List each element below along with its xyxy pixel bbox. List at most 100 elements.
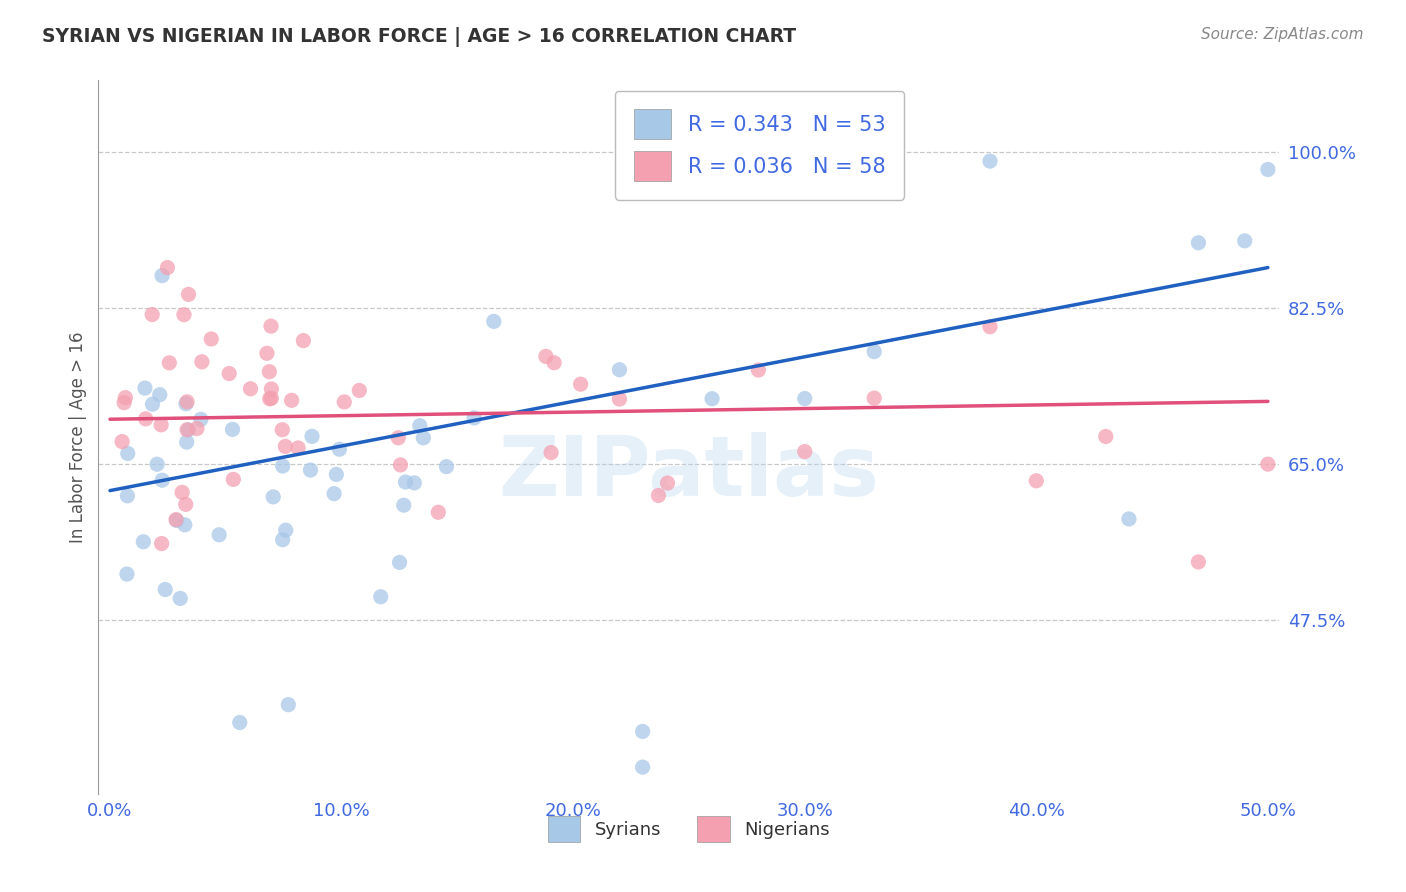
Point xyxy=(141,308,163,322)
Point xyxy=(177,287,200,301)
Point xyxy=(657,476,679,491)
Point xyxy=(208,528,231,542)
Point xyxy=(150,536,173,550)
Point xyxy=(700,392,723,406)
Point xyxy=(146,457,169,471)
Point xyxy=(174,397,197,411)
Point xyxy=(115,567,138,582)
Point xyxy=(112,395,135,409)
Point xyxy=(349,384,371,398)
Point xyxy=(280,393,302,408)
Text: Source: ZipAtlas.com: Source: ZipAtlas.com xyxy=(1201,27,1364,42)
Point xyxy=(863,344,886,359)
Point xyxy=(1257,457,1279,471)
Point xyxy=(150,268,173,283)
Point xyxy=(389,458,412,472)
Point xyxy=(793,392,815,406)
Point xyxy=(287,441,309,455)
Point xyxy=(176,423,198,437)
Point xyxy=(200,332,222,346)
Point xyxy=(1094,429,1116,443)
Point xyxy=(323,486,346,500)
Point xyxy=(631,145,654,159)
Point xyxy=(979,319,1001,334)
Point xyxy=(256,346,278,360)
Point xyxy=(155,582,177,597)
Text: ZIPatlas: ZIPatlas xyxy=(499,433,879,513)
Point xyxy=(114,391,136,405)
Point xyxy=(482,314,505,328)
Point xyxy=(173,308,195,322)
Point xyxy=(394,475,416,489)
Point xyxy=(132,534,155,549)
Point xyxy=(190,412,212,426)
Point xyxy=(172,485,194,500)
Point xyxy=(609,392,631,406)
Point xyxy=(301,429,323,443)
Point xyxy=(747,363,769,377)
Point xyxy=(370,590,392,604)
Point xyxy=(218,367,240,381)
Point xyxy=(404,475,426,490)
Point xyxy=(260,382,283,396)
Point xyxy=(134,381,156,395)
Point xyxy=(221,422,243,436)
Point xyxy=(166,513,188,527)
Y-axis label: In Labor Force | Age > 16: In Labor Force | Age > 16 xyxy=(69,331,87,543)
Point xyxy=(239,382,262,396)
Point xyxy=(260,391,283,405)
Point xyxy=(174,497,197,511)
Point xyxy=(299,463,322,477)
Point xyxy=(271,423,294,437)
Point xyxy=(609,363,631,377)
Point xyxy=(222,472,245,486)
Point xyxy=(325,467,347,482)
Point xyxy=(191,355,214,369)
Point xyxy=(277,698,299,712)
Point xyxy=(412,431,434,445)
Point xyxy=(631,760,654,774)
Point xyxy=(387,431,409,445)
Point xyxy=(262,490,284,504)
Point xyxy=(647,488,669,502)
Point xyxy=(150,417,173,432)
Point xyxy=(176,394,198,409)
Point xyxy=(271,533,294,547)
Point xyxy=(979,154,1001,169)
Point xyxy=(793,444,815,458)
Point xyxy=(1233,234,1256,248)
Point xyxy=(540,445,562,459)
Point xyxy=(328,442,350,457)
Point xyxy=(271,458,294,473)
Point xyxy=(135,412,157,426)
Point xyxy=(1118,512,1140,526)
Point xyxy=(149,387,172,401)
Point xyxy=(111,434,134,449)
Point xyxy=(274,523,297,537)
Point xyxy=(169,591,191,606)
Point xyxy=(186,421,208,435)
Point xyxy=(229,715,252,730)
Point xyxy=(141,397,163,411)
Point xyxy=(177,423,200,437)
Point xyxy=(150,473,173,487)
Point xyxy=(569,377,592,392)
Point xyxy=(260,319,283,334)
Point xyxy=(176,435,198,450)
Point xyxy=(1025,474,1047,488)
Point xyxy=(388,556,411,570)
Point xyxy=(543,356,565,370)
Point xyxy=(173,517,195,532)
Point xyxy=(863,391,886,405)
Point xyxy=(436,459,458,474)
Text: SYRIAN VS NIGERIAN IN LABOR FORCE | AGE > 16 CORRELATION CHART: SYRIAN VS NIGERIAN IN LABOR FORCE | AGE … xyxy=(42,27,796,46)
Point xyxy=(1187,555,1209,569)
Point xyxy=(409,418,432,433)
Point xyxy=(333,395,356,409)
Point xyxy=(463,411,485,425)
Point xyxy=(165,513,187,527)
Point xyxy=(392,498,415,512)
Point xyxy=(259,392,281,406)
Point xyxy=(631,724,654,739)
Point xyxy=(117,489,139,503)
